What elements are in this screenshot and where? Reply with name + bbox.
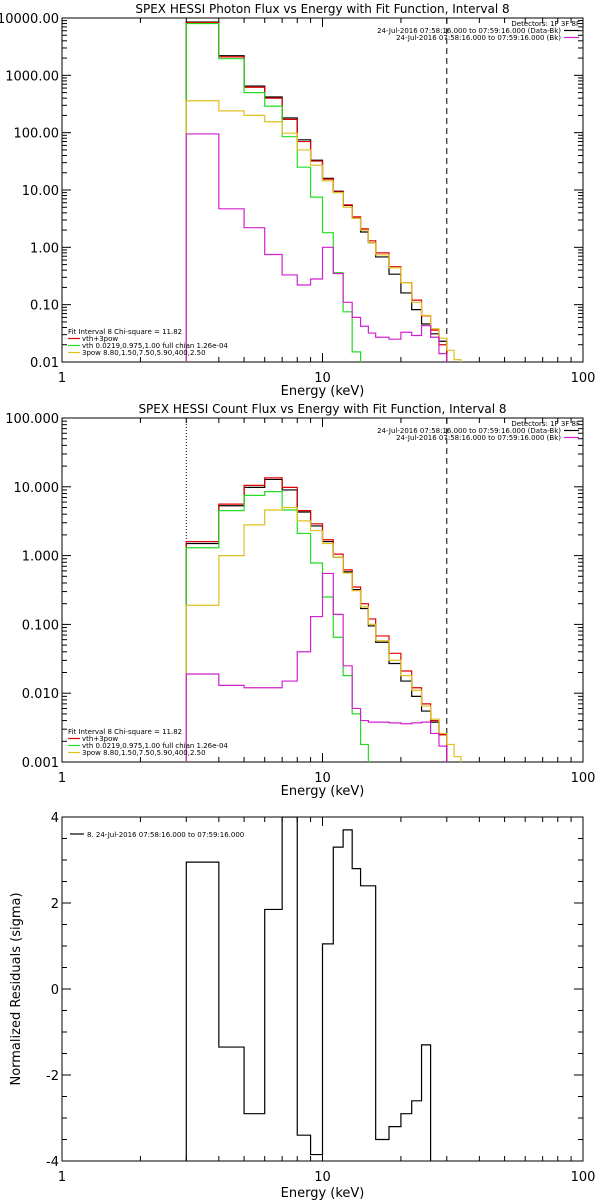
legend-interval-label: 24-Jul-2016 07:58:16.000 to 07:59:16.000… xyxy=(396,434,561,442)
legend-interval-label: 24-Jul-2016 07:58:16.000 to 07:59:16.000… xyxy=(377,27,561,35)
residuals-chart: Energy (keV) Normalized Residuals (sigma)… xyxy=(9,811,595,1200)
detectors-label: Detectors: 1F 3F 8F xyxy=(511,20,580,28)
y-tick-label: 0.010 xyxy=(22,687,59,702)
chart-title: SPEX HESSI Count Flux vs Energy with Fit… xyxy=(138,402,506,416)
series-line-2 xyxy=(185,22,362,362)
legend-fit-label: vth+3pow xyxy=(82,335,118,343)
y-tick-label: 1.000 xyxy=(22,550,59,565)
y-tick-label: 100.000 xyxy=(5,412,59,427)
legend-fit-label: vth 0.0219,0.975,1.00 full chian 1.26e-0… xyxy=(82,342,228,350)
series-line-3 xyxy=(185,100,462,362)
y-tick-label: -2 xyxy=(46,1069,59,1084)
x-tick-label: 10 xyxy=(314,771,331,786)
legend-fit-label: Fit Interval 8 Chi-square = 11.82 xyxy=(68,328,182,336)
x-axis-label: Energy (keV) xyxy=(281,784,365,799)
x-tick-label: 1 xyxy=(58,371,66,386)
x-tick-label: 100 xyxy=(571,771,596,786)
legend-interval-label: 24-Jul-2016 07:58:16.000 to 07:59:16.000… xyxy=(377,427,561,435)
y-tick-label: 10.00 xyxy=(22,184,59,199)
x-axis-label: Energy (keV) xyxy=(281,1186,365,1200)
series-group xyxy=(185,21,462,362)
x-tick-label: 10 xyxy=(314,371,331,386)
legend-fit-label: vth+3pow xyxy=(82,735,118,743)
x-axis-label: Energy (keV) xyxy=(281,384,365,399)
y-tick-label: 4 xyxy=(51,811,59,826)
series-line-0 xyxy=(185,478,448,762)
series-line-1 xyxy=(185,22,448,362)
legend-interval-label: 24-Jul-2016 07:58:16.000 to 07:59:16.000… xyxy=(396,34,561,42)
y-tick-label: 100.00 xyxy=(14,127,60,142)
legend-fit-label: vth 0.0219,0.975,1.00 full chian 1.26e-0… xyxy=(82,742,228,750)
series-group xyxy=(185,477,462,762)
y-tick-label: 2 xyxy=(51,897,59,912)
count-flux-chart: SPEX HESSI Count Flux vs Energy with Fit… xyxy=(5,402,595,799)
y-axis-label: Normalized Residuals (sigma) xyxy=(9,892,24,1085)
series-line-3 xyxy=(185,506,462,762)
y-tick-label: 0.01 xyxy=(30,356,59,371)
detectors-label: Detectors: 1F 3F 8F xyxy=(511,420,580,428)
y-tick-label: 0.100 xyxy=(22,618,59,633)
legend-interval-label: 8. 24-Jul-2016 07:58:16.000 to 07:59:16.… xyxy=(87,831,244,839)
y-tick-label: 0.10 xyxy=(30,299,59,314)
series-line-4 xyxy=(185,572,448,762)
x-tick-label: 1 xyxy=(58,771,66,786)
y-tick-label: 10.000 xyxy=(14,481,60,496)
y-tick-label: 0 xyxy=(51,983,59,998)
x-tick-label: 100 xyxy=(571,1170,596,1185)
series-line-1 xyxy=(185,477,448,762)
y-tick-label: 1.00 xyxy=(30,241,59,256)
legend-fit-label: 3pow 8.80,1.50,7.50,5.90,400,2.50 xyxy=(82,749,206,757)
series-group xyxy=(185,817,432,1161)
chart-title: SPEX HESSI Photon Flux vs Energy with Fi… xyxy=(135,2,509,16)
x-tick-label: 1 xyxy=(58,1170,66,1185)
legend-fit-label: Fit Interval 8 Chi-square = 11.82 xyxy=(68,728,182,736)
y-tick-label: 0.001 xyxy=(22,756,59,771)
x-tick-label: 100 xyxy=(571,371,596,386)
series-line-4 xyxy=(185,133,448,362)
photon-flux-chart: SPEX HESSI Photon Flux vs Energy with Fi… xyxy=(0,2,595,399)
x-tick-label: 10 xyxy=(314,1170,331,1185)
y-tick-label: -4 xyxy=(46,1155,59,1170)
series-line-2 xyxy=(185,491,369,762)
legend-fit-label: 3pow 8.80,1.50,7.50,5.90,400,2.50 xyxy=(82,349,206,357)
series-line-0 xyxy=(185,21,448,362)
series-line-0 xyxy=(185,817,432,1161)
y-tick-label: 10000.00 xyxy=(0,12,59,27)
plot-frame xyxy=(61,17,584,363)
y-tick-label: 1000.00 xyxy=(5,69,59,84)
